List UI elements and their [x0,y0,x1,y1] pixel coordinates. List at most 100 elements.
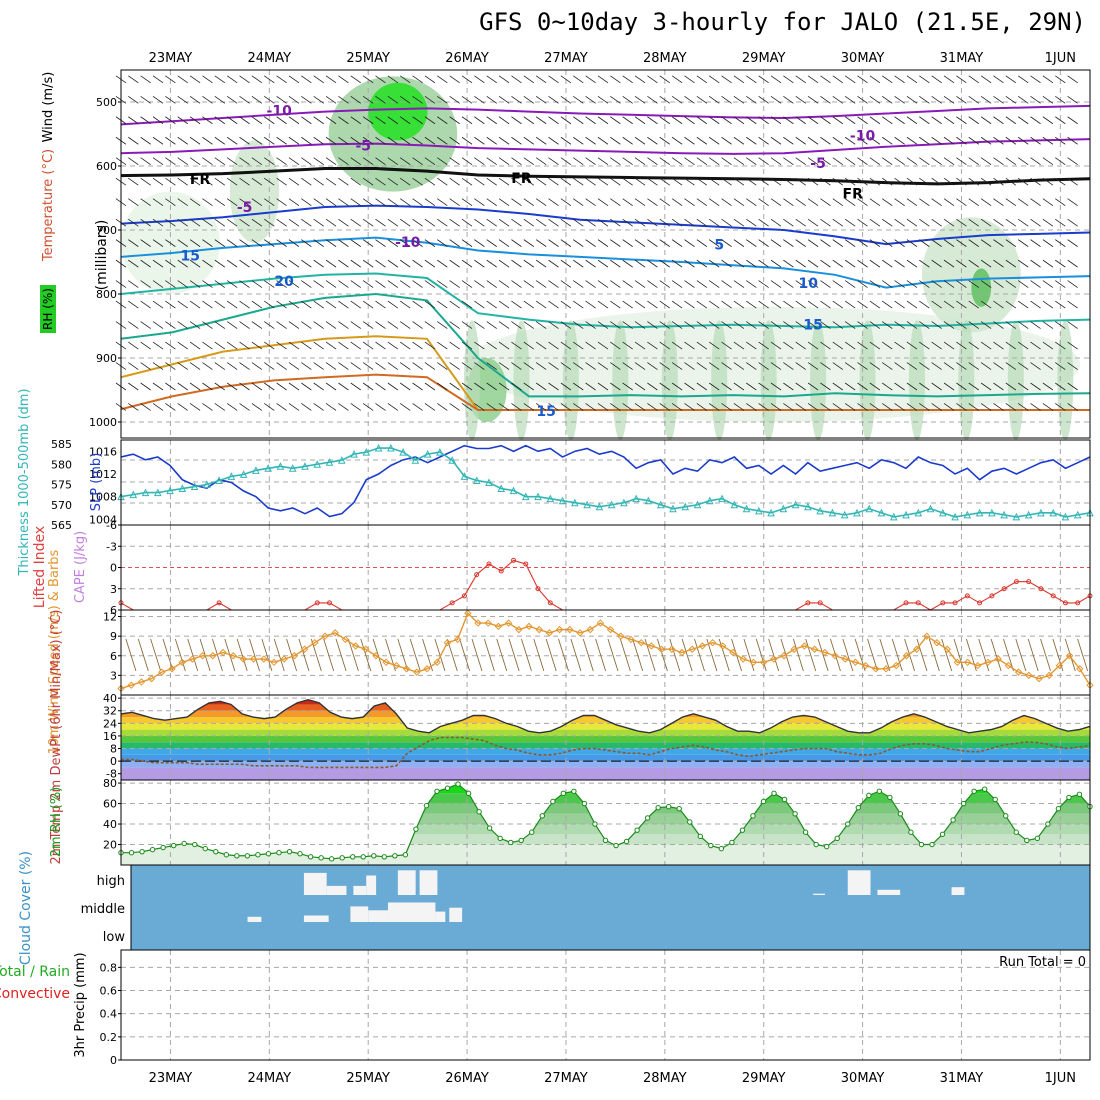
cloud-cell [847,870,871,895]
wind-barb [1017,177,1029,186]
wind-barb [276,382,287,391]
rh-marker [676,805,682,812]
wind-barb [189,75,201,84]
wind-barb [325,218,337,227]
surface-wind-barb [323,638,335,672]
wind-barb [882,218,893,227]
wind-barb [399,239,411,247]
temperature-tick: 0 [110,755,117,768]
wind-barb [943,116,955,125]
wind-barb [535,280,547,288]
wind-barb [906,280,918,288]
wind-barb [362,341,374,350]
wind-barb [251,362,263,370]
wind-barb [560,382,572,391]
wind-barb [474,116,485,125]
wind-barb [523,403,535,411]
rh-marker [1003,813,1009,819]
precip-axis-label: 3hr Precip (mm) [73,952,88,1057]
wind-barb [659,382,670,391]
wind-barb [375,218,386,227]
upper-air-grid [121,70,1090,438]
wind-barb [202,280,213,288]
wind-barb [733,136,745,145]
wind-speed-marker [668,645,676,653]
temperature-band [121,710,1090,718]
wind-barb [276,116,287,125]
lifted-index-marker [805,600,811,606]
wind-barb [610,239,621,247]
thickness-marker [374,443,383,452]
rh-marker [887,794,893,801]
wind-barb [1017,136,1029,145]
temperature-band [121,761,1090,768]
wind-barb [733,157,745,166]
wind-barb [882,280,893,288]
wind-barb [152,177,164,186]
wind-barb [214,403,226,411]
wind-barb [437,177,448,186]
wind-barb [152,341,164,350]
x-tick-label-bottom: 1JUN [1045,1071,1076,1086]
wind-barb [474,198,485,207]
lifted-index-marker [449,600,455,606]
wind-barb [1030,382,1041,391]
wind-barb [733,177,745,186]
wind-barb [770,157,782,166]
wind-barb [461,157,473,166]
wind-barb [548,382,559,391]
wind-barb [844,321,856,329]
wind-barb [783,239,794,247]
wind-barb [498,116,510,125]
wind-speed-marker [606,625,615,634]
wind-barb [573,341,584,350]
wind-barb [943,136,955,145]
rh-marker [971,788,977,794]
wind-barb [795,300,806,309]
wind-barb [474,362,485,370]
wind-barb [1017,75,1029,84]
wind-barb [535,75,547,84]
wind-barb [350,177,362,186]
thickness-marker [902,510,910,519]
wind-barb [696,116,708,125]
contour-label: -10 [850,128,876,144]
wind-barb [226,177,238,186]
wind-barb [844,218,856,227]
wind-barb [956,218,967,227]
wind-barb [189,321,201,329]
wind-barb [807,321,819,329]
wind-barb [226,198,238,207]
wind-barb [795,136,806,145]
wind-barb [820,95,831,104]
wind-barb [980,300,992,309]
wind-barb [1030,341,1041,350]
wind-barb [239,136,250,145]
wind-barb [523,341,535,350]
wind-barb [214,218,226,227]
wind-barb [239,75,250,84]
wind-speed-marker [851,658,860,667]
wind-barb [1005,136,1017,145]
wind-barb [449,198,460,207]
x-tick-label-bottom: 25MAY [346,1071,390,1086]
wind-barb [1017,403,1029,411]
wind-barb [1055,116,1066,125]
wind-barb [943,362,955,370]
wind-barb [264,382,275,391]
wind-barb [820,177,831,186]
wind-barb [461,136,473,145]
wind-barb [128,300,139,309]
wind-barb [956,259,967,268]
surface-wind-barb [928,638,940,672]
thickness-marker [705,496,714,505]
wind-barb [585,136,596,145]
wind-barb [832,403,844,411]
wind-barb [659,362,670,370]
rh-tick: 80 [103,777,117,790]
wind-barb [387,259,399,268]
wind-barb [894,218,905,227]
wind-barb [387,321,399,329]
wind-barb [140,116,151,125]
thickness-marker [779,504,788,513]
